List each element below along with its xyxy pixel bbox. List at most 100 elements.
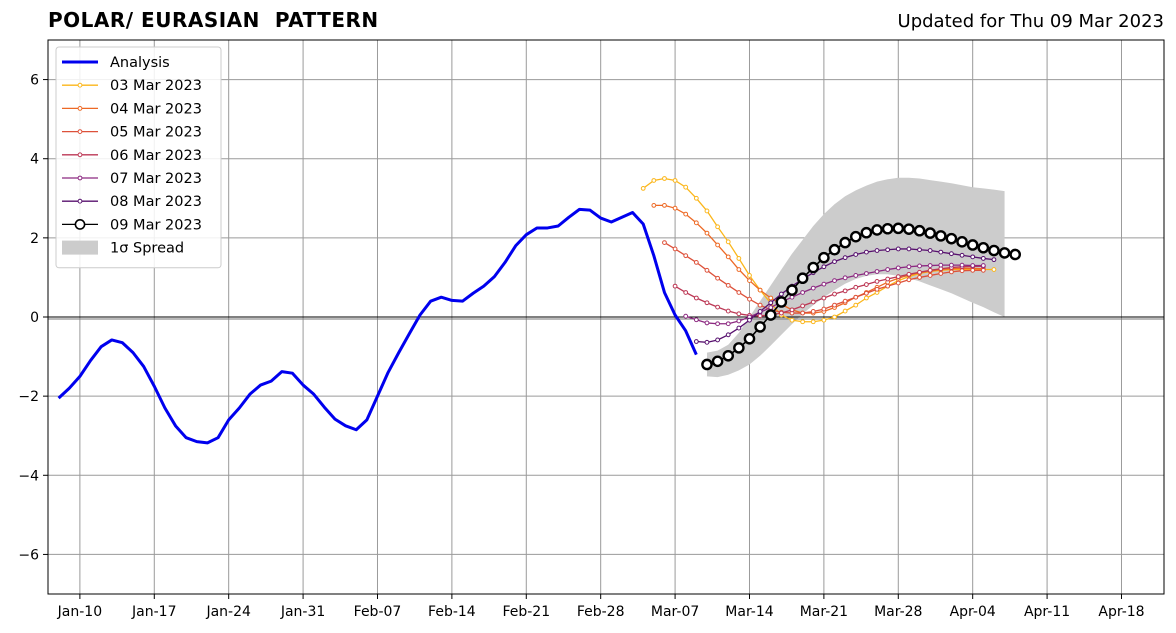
series-point [949, 269, 954, 275]
x-tick-label: Jan-24 [205, 604, 251, 620]
series-point [704, 267, 710, 273]
legend-entry: 07 Mar 2023 [62, 171, 202, 187]
series-point [683, 290, 689, 295]
series-point [832, 259, 837, 265]
y-tick-label: 0 [30, 310, 39, 326]
series-point [640, 185, 646, 191]
series-point [701, 358, 713, 371]
series-point [906, 246, 912, 252]
series-point [683, 313, 689, 319]
series-point [959, 268, 965, 274]
series-point [683, 184, 689, 190]
legend-box [55, 46, 222, 269]
series-point [917, 247, 922, 253]
series-point [885, 247, 891, 253]
x-tick-label: Mar-07 [651, 604, 699, 620]
series-point [651, 178, 657, 183]
series-point [693, 259, 699, 265]
series-point [885, 276, 891, 282]
legend-entry: 03 Mar 2023 [62, 78, 202, 94]
series-point [832, 278, 837, 283]
legend-label: 05 Mar 2023 [110, 125, 202, 141]
series-point [945, 232, 958, 245]
y-tick-label: 6 [30, 73, 39, 89]
series-point [757, 309, 763, 314]
series-point [722, 349, 735, 362]
series-point [662, 176, 667, 181]
series-point [725, 239, 731, 245]
series-point [693, 295, 699, 301]
series-point [747, 278, 752, 283]
series-point [906, 277, 912, 283]
series-point [747, 317, 752, 323]
series-point [842, 255, 848, 261]
series-point [693, 195, 699, 201]
series-point [949, 251, 954, 257]
series-point [849, 230, 862, 243]
y-tick-label: −2 [18, 389, 39, 405]
y-tick-label: 2 [30, 231, 39, 247]
series-point [949, 262, 954, 268]
series-point [693, 317, 699, 323]
series-point [938, 262, 944, 268]
series-point [733, 342, 745, 354]
series-point [725, 308, 731, 314]
legend-entry: 1σ Spread [62, 240, 184, 257]
legend-entry: Analysis [62, 55, 170, 71]
series-point [927, 248, 933, 253]
series-point [970, 263, 976, 268]
series-point [662, 203, 667, 208]
series-point [821, 306, 827, 312]
x-tick-label: Feb-07 [354, 604, 402, 620]
series-point [800, 290, 806, 295]
x-tick-label: Jan-31 [280, 604, 325, 620]
plot-frame [47, 39, 1165, 595]
series-point [725, 254, 731, 260]
series-point [715, 304, 720, 310]
legend-label: Analysis [110, 55, 170, 71]
series-point [917, 269, 922, 275]
series-point [715, 242, 720, 248]
series-point [778, 291, 784, 297]
series-point [736, 267, 742, 272]
series-point [821, 317, 827, 323]
series-point [956, 236, 968, 248]
series-point [842, 288, 848, 294]
series-point [988, 244, 1000, 257]
series-point [842, 308, 848, 314]
series-point [895, 246, 901, 252]
series-point [853, 302, 859, 308]
series-point [715, 275, 720, 281]
series-point [864, 295, 869, 301]
series-point [821, 281, 827, 287]
series-point [895, 274, 901, 280]
chart-title: POLAR/ EURASIAN PATTERN [48, 8, 379, 32]
series-point [853, 294, 859, 300]
legend-label: 07 Mar 2023 [110, 171, 202, 187]
y-tick-label: −6 [18, 547, 39, 563]
series-point [736, 290, 742, 295]
legend-label: 09 Mar 2023 [110, 217, 202, 233]
series-point [807, 261, 820, 274]
series-point [966, 239, 979, 251]
chart-subtitle: Updated for Thu 09 Mar 2023 [897, 11, 1164, 32]
series-point [810, 319, 816, 325]
series-point [980, 267, 986, 273]
series-point [768, 305, 774, 310]
series-point [970, 254, 976, 260]
series-point [938, 271, 944, 276]
series-point [683, 253, 689, 259]
series-point [917, 275, 922, 280]
series-point [747, 296, 752, 302]
series-point [736, 325, 742, 331]
series-point [906, 264, 912, 270]
series-layer [640, 176, 1022, 371]
series-point [927, 273, 933, 278]
series-point [959, 262, 965, 268]
series-point [725, 282, 731, 288]
series-point [715, 337, 720, 343]
series-point [821, 264, 827, 270]
x-tick-label: Jan-10 [57, 604, 102, 620]
series-point [832, 314, 837, 320]
series-point [768, 300, 774, 306]
